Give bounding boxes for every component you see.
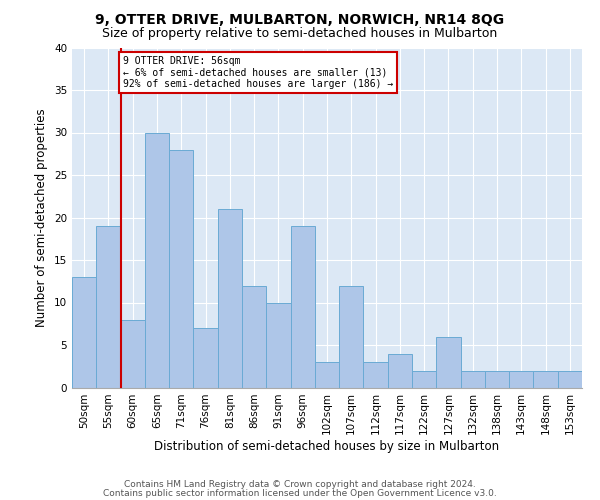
Bar (485, 370, 509, 388)
Text: Size of property relative to semi-detached houses in Mulbarton: Size of property relative to semi-detach… (103, 28, 497, 40)
Bar (121, 320, 145, 388)
Bar (315, 362, 339, 388)
Text: 9, OTTER DRIVE, MULBARTON, NORWICH, NR14 8QG: 9, OTTER DRIVE, MULBARTON, NORWICH, NR14… (95, 12, 505, 26)
Text: Contains public sector information licensed under the Open Government Licence v3: Contains public sector information licen… (103, 488, 497, 498)
Bar (145, 132, 169, 388)
Bar (96, 226, 121, 388)
Bar (169, 150, 193, 388)
Bar (266, 302, 290, 388)
Bar (388, 354, 412, 388)
Bar (533, 370, 558, 388)
Bar (242, 286, 266, 388)
Bar (193, 328, 218, 388)
Bar (436, 336, 461, 388)
Bar (218, 209, 242, 388)
Bar (412, 370, 436, 388)
Bar (339, 286, 364, 388)
X-axis label: Distribution of semi-detached houses by size in Mulbarton: Distribution of semi-detached houses by … (154, 440, 500, 453)
Y-axis label: Number of semi-detached properties: Number of semi-detached properties (35, 108, 49, 327)
Bar (558, 370, 582, 388)
Bar (290, 226, 315, 388)
Text: 9 OTTER DRIVE: 56sqm
← 6% of semi-detached houses are smaller (13)
92% of semi-d: 9 OTTER DRIVE: 56sqm ← 6% of semi-detach… (123, 56, 393, 89)
Bar (461, 370, 485, 388)
Bar (72, 277, 96, 388)
Bar (364, 362, 388, 388)
Bar (509, 370, 533, 388)
Text: Contains HM Land Registry data © Crown copyright and database right 2024.: Contains HM Land Registry data © Crown c… (124, 480, 476, 489)
